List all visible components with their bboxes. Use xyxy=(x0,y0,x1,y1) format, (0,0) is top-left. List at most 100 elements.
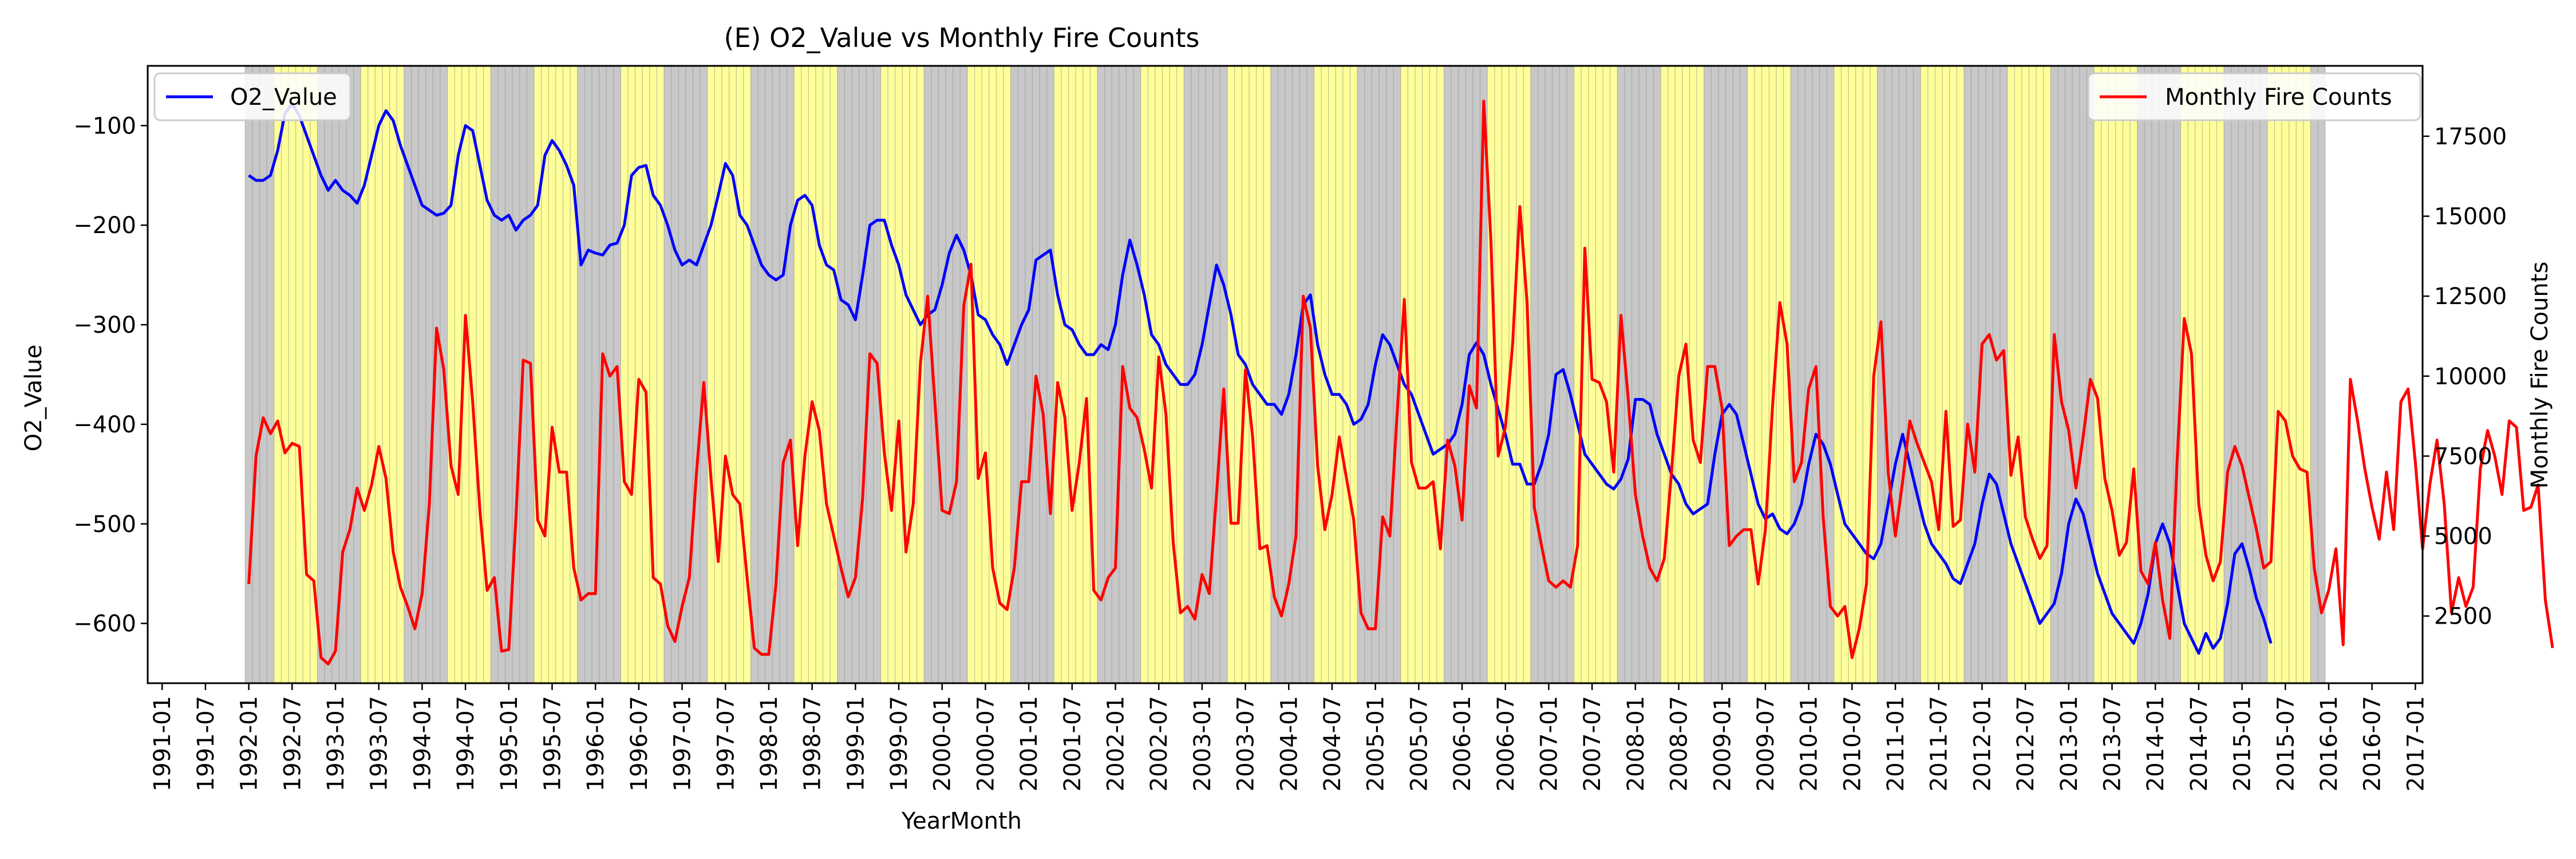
band-month xyxy=(1314,66,1322,683)
band-month xyxy=(924,66,931,683)
x-tick-label: 2001-07 xyxy=(1060,696,1086,791)
band-month xyxy=(2289,66,2297,683)
x-tick-label: 1995-07 xyxy=(539,696,566,791)
band-month xyxy=(1718,66,1726,683)
band-month xyxy=(1834,66,1842,683)
band-month xyxy=(483,66,491,683)
band-month xyxy=(534,66,542,683)
series-layer xyxy=(247,99,2554,665)
band-month xyxy=(512,66,520,683)
x-tick-label: 2008-01 xyxy=(1623,696,1649,791)
y-left-tick-label: −300 xyxy=(73,312,136,338)
band-month xyxy=(974,66,982,683)
band-month xyxy=(2267,66,2275,683)
band-month xyxy=(801,66,809,683)
x-tick-label: 2004-01 xyxy=(1276,696,1302,791)
x-tick-label: 2003-07 xyxy=(1233,696,1259,791)
band-month xyxy=(1176,66,1184,683)
band-month xyxy=(1884,66,1892,683)
band-month xyxy=(931,66,939,683)
x-tick-label: 1991-01 xyxy=(149,696,176,791)
band-month xyxy=(1603,66,1610,683)
band-month xyxy=(433,66,440,683)
x-tick-label: 2014-07 xyxy=(2186,696,2212,791)
band-month xyxy=(1292,66,1300,683)
band-month xyxy=(1927,66,1935,683)
band-month xyxy=(295,66,303,683)
band-month xyxy=(1530,66,1538,683)
band-month xyxy=(2065,66,2073,683)
band-month xyxy=(331,66,339,683)
band-month xyxy=(2079,66,2087,683)
band-month xyxy=(1942,66,1950,683)
band-month xyxy=(1848,66,1856,683)
band-month xyxy=(461,66,469,683)
band-month xyxy=(1379,66,1386,683)
x-tick-label: 2014-01 xyxy=(2143,696,2169,791)
background-bands xyxy=(244,66,2326,683)
band-month xyxy=(685,66,693,683)
x-tick-label: 2008-07 xyxy=(1666,696,1693,791)
band-month xyxy=(1148,66,1155,683)
band-month xyxy=(1386,66,1394,683)
band-month xyxy=(1465,66,1473,683)
y-axis-right-label: Monthly Fire Counts xyxy=(2527,262,2553,489)
band-month xyxy=(563,66,571,683)
y-right-tick-label: 10000 xyxy=(2434,364,2507,390)
band-month xyxy=(1755,66,1762,683)
band-month xyxy=(252,66,260,683)
chart-title: (E) O2_Value vs Monthly Fire Counts xyxy=(724,22,1200,53)
band-month xyxy=(1256,66,1264,683)
band-month xyxy=(2093,66,2101,683)
band-month xyxy=(1458,66,1466,683)
band-month xyxy=(389,66,397,683)
band-month xyxy=(382,66,390,683)
band-month xyxy=(1350,66,1358,683)
x-tick-label: 1998-01 xyxy=(756,696,783,791)
x-axis-label: YearMonth xyxy=(901,808,1022,834)
band-month xyxy=(1306,66,1314,683)
band-month xyxy=(657,66,665,683)
x-tick-label: 1994-01 xyxy=(409,696,436,791)
band-month xyxy=(736,66,744,683)
band-month xyxy=(259,66,267,683)
band-month xyxy=(953,66,961,683)
band-month xyxy=(1913,66,1921,683)
band-month xyxy=(1581,66,1589,683)
band-month xyxy=(1328,66,1336,683)
band-month xyxy=(1661,66,1668,683)
band-month xyxy=(346,66,354,683)
x-tick-label: 2010-07 xyxy=(1839,696,1866,791)
x-tick-label: 1991-07 xyxy=(193,696,219,791)
x-tick-label: 2002-01 xyxy=(1103,696,1129,791)
band-month xyxy=(317,66,325,683)
band-month xyxy=(1740,66,1748,683)
band-month xyxy=(721,66,729,683)
band-month xyxy=(982,66,989,683)
x-tick-label: 1996-07 xyxy=(626,696,653,791)
band-month xyxy=(815,66,823,683)
y-right-tick-label: 12500 xyxy=(2434,283,2507,310)
band-month xyxy=(2029,66,2037,683)
band-month xyxy=(1523,66,1531,683)
band-month xyxy=(700,66,708,683)
band-month xyxy=(1104,66,1112,683)
band-month xyxy=(274,66,282,683)
band-month xyxy=(1761,66,1769,683)
band-month xyxy=(1278,66,1285,683)
band-month xyxy=(1133,66,1141,683)
x-tick-label: 2011-07 xyxy=(1926,696,1953,791)
band-month xyxy=(967,66,975,683)
band-month xyxy=(758,66,765,683)
band-month xyxy=(2036,66,2044,683)
x-tick-label: 2009-07 xyxy=(1753,696,1779,791)
band-month xyxy=(2137,66,2145,683)
band-month xyxy=(1610,66,1618,683)
band-month xyxy=(1502,66,1510,683)
y-left-tick-label: −200 xyxy=(73,212,136,239)
band-month xyxy=(2274,66,2282,683)
band-month xyxy=(2115,66,2123,683)
band-month xyxy=(707,66,715,683)
band-month xyxy=(1429,66,1437,683)
band-month xyxy=(2224,66,2231,683)
